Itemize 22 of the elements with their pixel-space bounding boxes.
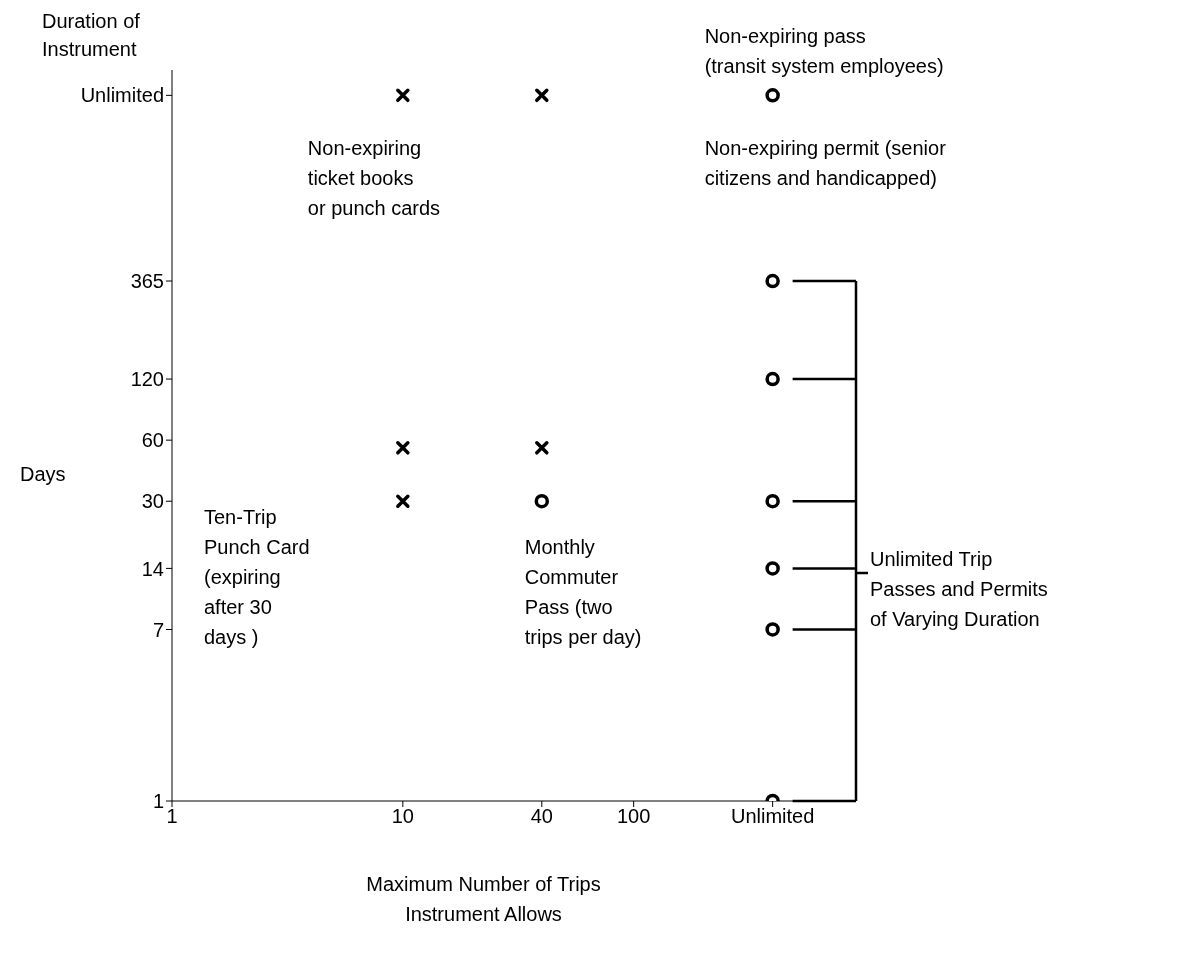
y-tick-label: 1 [152, 790, 164, 813]
annotation: Non-expiring permit (senior citizens and handicapped) [704, 137, 947, 190]
y-tick-label: 7 [152, 618, 164, 641]
y-tick-label: 365 [130, 270, 164, 293]
x-tick-label: Unlimited [730, 805, 815, 828]
y-tick-label: 120 [130, 368, 164, 391]
annotation: Non-expiring pass (transit system employees) [704, 25, 944, 78]
text: Unlimited Trip Passes and Permits of Varying Duration [870, 548, 1048, 630]
y-tick-label: 60 [141, 429, 164, 452]
x-tick-label: 100 [616, 805, 651, 828]
y-axis-title: Days [20, 462, 66, 485]
y-tick-label: 14 [141, 557, 164, 580]
x-tick-label: 1 [166, 805, 178, 828]
x-tick-label: 40 [530, 805, 553, 828]
y-tick-label: Unlimited [80, 84, 164, 107]
x-tick-label: 10 [391, 805, 414, 828]
annotation: Monthly Commuter Pass (two trips per day) [524, 536, 642, 649]
annotation: Non-expiring ticket books or punch cards [307, 137, 441, 220]
y-tick-label: 30 [141, 490, 164, 513]
x-axis-title: Maximum Number of Trips Instrument Allows [366, 873, 601, 925]
chart-title: Duration of Instrument [42, 10, 141, 60]
annotation: Ten-Trip Punch Card (expiring after 30 days ) [204, 506, 310, 648]
